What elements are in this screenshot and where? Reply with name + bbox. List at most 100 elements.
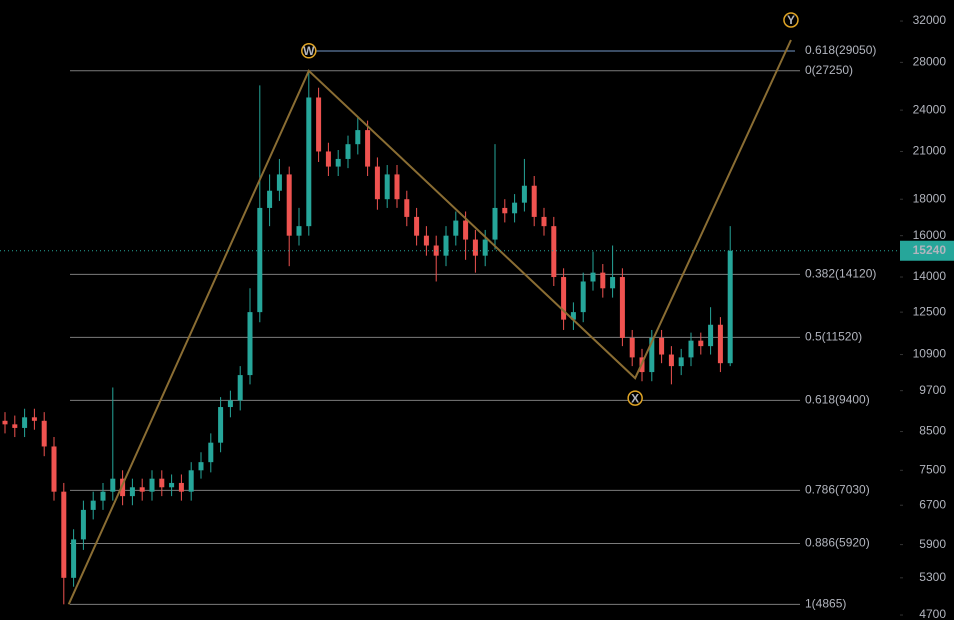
candle-body (355, 130, 361, 145)
candle-body (600, 272, 606, 289)
candle-body (708, 324, 714, 347)
y-tick-label: 7500 (919, 462, 946, 476)
y-tick-label: 6700 (919, 497, 946, 511)
wave-pattern (67, 39, 792, 605)
candle-body (472, 239, 478, 256)
y-tick-label: 16000 (913, 228, 947, 242)
candle-body (296, 226, 302, 236)
candle-body (267, 190, 273, 208)
candle-body (394, 174, 400, 200)
candle-body (717, 324, 723, 364)
candle-body (237, 375, 243, 401)
candle-body (521, 185, 527, 203)
fib-label: 0.5(11520) (805, 330, 862, 344)
y-tick-label: 32000 (913, 13, 947, 27)
candle-body (218, 407, 224, 443)
candle-body (561, 277, 567, 320)
candle-body (629, 337, 635, 358)
pattern-marker (301, 43, 317, 59)
candle-body (110, 478, 116, 492)
candle-body (51, 446, 57, 492)
candle-body (374, 166, 380, 200)
candle-body (129, 487, 135, 497)
candle-body (453, 220, 459, 236)
y-tick-label: 9700 (919, 383, 946, 397)
candle-body (208, 442, 214, 463)
y-tick-label: 18000 (913, 191, 947, 205)
candle-body (580, 281, 586, 313)
candle-body (188, 470, 194, 492)
y-tick-label: 4700 (919, 607, 946, 620)
y-tick-label: 5900 (919, 537, 946, 551)
candle-body (247, 312, 253, 376)
candle-body (71, 539, 77, 578)
candle-body (345, 144, 351, 159)
y-tick-label: 5300 (919, 570, 946, 584)
candle-body (120, 478, 126, 497)
candle-body (169, 482, 175, 488)
candle-body (159, 478, 165, 488)
candle-body (590, 272, 596, 282)
candle-body (2, 420, 8, 425)
candle-body (198, 462, 204, 471)
y-tick-label: 21000 (913, 144, 947, 158)
candle-body (482, 239, 488, 256)
pattern-label: W (303, 44, 315, 58)
fib-label: 0.886(5920) (805, 536, 870, 550)
y-tick-label: 12500 (913, 304, 947, 318)
y-tick-label: 8500 (919, 424, 946, 438)
candle-body (286, 174, 292, 236)
y-tick-label: 14000 (913, 269, 947, 283)
y-tick-label: 24000 (913, 102, 947, 116)
candle-body (502, 207, 508, 214)
y-tick-label: 28000 (913, 55, 947, 69)
candle-body (149, 478, 155, 492)
candle-body (551, 226, 557, 278)
candle-body (678, 357, 684, 367)
fib-label: 0.618(29050) (805, 43, 876, 57)
candle-body (325, 151, 331, 167)
candle-body (306, 97, 312, 227)
candle-body (727, 250, 733, 364)
fib-label: 0(27250) (805, 63, 853, 77)
y-tick-label: 10900 (913, 347, 947, 361)
candle-body (570, 312, 576, 320)
candle-body (227, 400, 233, 408)
fib-label: 0.618(9400) (805, 393, 870, 407)
price-label: 15240 (913, 243, 947, 257)
candle-body (463, 220, 469, 240)
fib-label: 0.382(14120) (805, 267, 876, 281)
pattern-label: Y (787, 13, 795, 27)
candle-body (61, 491, 67, 578)
candle-body (619, 277, 625, 338)
candle-body (610, 277, 616, 289)
price-badge (900, 240, 954, 261)
candle-body (178, 482, 184, 492)
candle-body (257, 207, 263, 313)
pattern-marker (783, 12, 799, 28)
candle-body (698, 340, 704, 347)
candle-body (649, 337, 655, 373)
candle-body (316, 97, 322, 152)
candle-body (384, 174, 390, 200)
candle-body (659, 337, 665, 355)
candle-body (90, 500, 96, 510)
candle-body (492, 207, 498, 240)
candle-body (404, 199, 410, 217)
candle-body (276, 174, 282, 191)
pattern-marker (627, 390, 643, 406)
fib-label: 0.786(7030) (805, 483, 870, 497)
candle-body (512, 202, 518, 214)
candle-body (335, 158, 341, 167)
candle-body (443, 235, 449, 256)
candle-body (423, 235, 429, 246)
candle-body (80, 509, 86, 540)
candle-body (365, 130, 371, 167)
candle-body (139, 487, 145, 492)
candle-body (688, 340, 694, 358)
candle-body (668, 354, 674, 367)
fib-label: 1(4865) (805, 597, 846, 611)
